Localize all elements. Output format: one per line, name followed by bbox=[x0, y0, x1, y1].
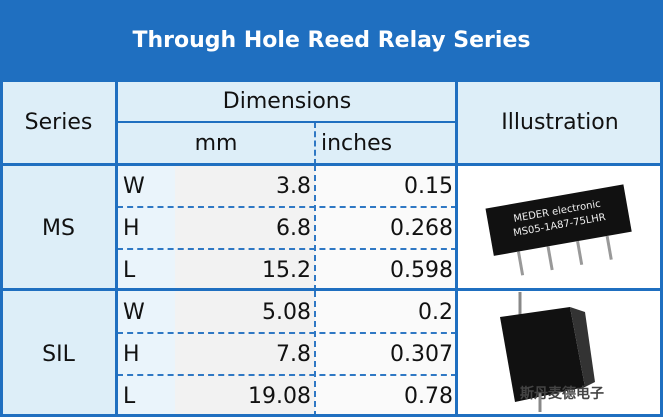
mm-value: 6.8 bbox=[175, 207, 315, 249]
mm-value: 15.2 bbox=[175, 249, 315, 291]
series-cell: MS bbox=[0, 165, 117, 291]
mm-value: 3.8 bbox=[175, 165, 315, 207]
inches-value: 0.2 bbox=[315, 291, 457, 333]
mm-value: 5.08 bbox=[175, 291, 315, 333]
series-cell: SIL bbox=[0, 291, 117, 417]
dimension-label: L bbox=[117, 249, 175, 291]
rule bbox=[0, 80, 3, 417]
inches-header: inches bbox=[315, 122, 457, 165]
rule bbox=[455, 80, 458, 417]
rule bbox=[117, 121, 457, 123]
title: Through Hole Reed Relay Series bbox=[0, 0, 663, 80]
sil-relay-image bbox=[500, 292, 595, 412]
mm-header: mm bbox=[117, 122, 315, 165]
inches-value: 0.598 bbox=[315, 249, 457, 291]
rule bbox=[0, 288, 663, 291]
row-divider bbox=[117, 332, 457, 334]
ms-relay-image: MEDER electronic MS05-1A87-75LHR bbox=[485, 184, 632, 276]
rule bbox=[0, 414, 663, 417]
mm-value: 19.08 bbox=[175, 375, 315, 417]
column-divider bbox=[314, 122, 316, 165]
rule bbox=[660, 80, 663, 417]
column-divider bbox=[314, 165, 316, 291]
series-header: Series bbox=[0, 80, 117, 165]
illustration-header: Illustration bbox=[457, 80, 663, 165]
inches-value: 0.78 bbox=[315, 375, 457, 417]
watermark: 斯丹麦德电子 bbox=[520, 386, 604, 402]
inches-value: 0.307 bbox=[315, 333, 457, 375]
dimension-label: L bbox=[117, 375, 175, 417]
column-divider bbox=[314, 291, 316, 417]
dimensions-header: Dimensions bbox=[117, 80, 457, 122]
dimension-label: H bbox=[117, 333, 175, 375]
rule bbox=[115, 80, 118, 417]
row-divider bbox=[117, 206, 457, 208]
mm-value: 7.8 bbox=[175, 333, 315, 375]
row-divider bbox=[117, 248, 457, 250]
dimension-label: W bbox=[117, 165, 175, 207]
rule bbox=[0, 79, 663, 82]
dimension-label: H bbox=[117, 207, 175, 249]
row-divider bbox=[117, 374, 457, 376]
inches-value: 0.15 bbox=[315, 165, 457, 207]
inches-value: 0.268 bbox=[315, 207, 457, 249]
rule bbox=[0, 163, 663, 166]
dimension-label: W bbox=[117, 291, 175, 333]
relay-body bbox=[485, 184, 632, 256]
